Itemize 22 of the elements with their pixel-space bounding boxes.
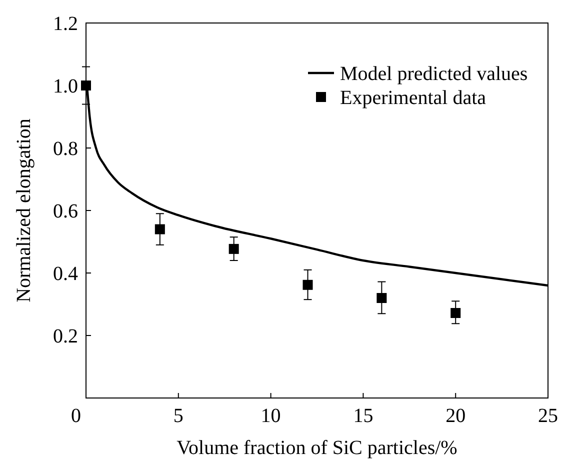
point: [302, 280, 313, 290]
y-tick-label: 0.4: [53, 263, 78, 285]
y-tick-label: 1.2: [53, 13, 78, 35]
y-tick-label: 0.6: [53, 200, 78, 222]
x-tick-label: 5: [173, 405, 184, 427]
y-tick-label: 0.2: [53, 326, 78, 348]
y-axis-title: Normalized elongation: [13, 118, 35, 302]
point: [228, 244, 239, 254]
y-tick-label: 0.8: [53, 138, 78, 160]
x-tick-label: 0: [71, 405, 81, 427]
x-axis-title: Volume fraction of SiC particles/%: [176, 437, 458, 459]
point: [81, 80, 91, 90]
point: [376, 293, 387, 303]
legend-label: Model predicted values: [340, 63, 528, 85]
x-tick-label: 20: [446, 405, 466, 427]
y-tick-label: 1.0: [53, 76, 78, 98]
point: [450, 308, 461, 318]
legend-label: Experimental data: [340, 87, 486, 109]
point: [154, 224, 165, 234]
x-tick-label: 15: [353, 405, 374, 427]
x-tick-label: 10: [260, 405, 281, 427]
x-tick-label: 25: [538, 405, 558, 427]
